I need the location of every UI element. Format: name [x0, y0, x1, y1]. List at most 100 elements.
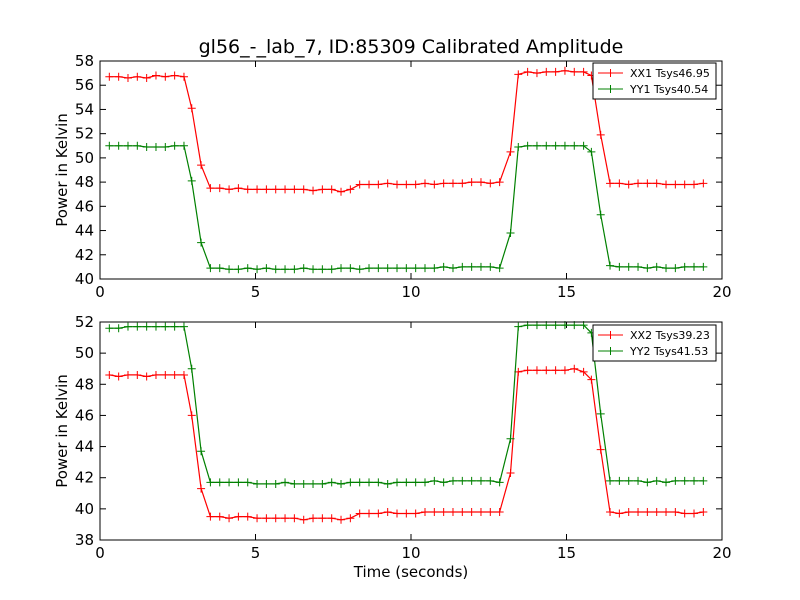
top-point-xx1-27 [355, 180, 364, 189]
top-point-yy1-32 [402, 264, 411, 273]
bottom-point-yy2-58 [643, 478, 652, 487]
top-ytick-label-4: 48 [75, 173, 94, 191]
top-point-xx1-16 [253, 185, 262, 194]
top-point-xx1-29 [374, 180, 383, 189]
top-ytick-label-0: 40 [75, 270, 94, 288]
top-point-yy1-51 [579, 141, 588, 150]
top-point-xx1-47 [542, 67, 551, 76]
bottom-point-xx2-28 [365, 509, 374, 518]
top-point-xx1-49 [560, 66, 569, 75]
top-point-yy1-7 [170, 141, 179, 150]
top-point-yy1-29 [374, 264, 383, 273]
bottom-point-yy2-53 [596, 409, 605, 418]
bottom-ytick-label-7: 52 [75, 313, 94, 331]
top-point-xx1-32 [402, 180, 411, 189]
bottom-point-yy2-59 [652, 476, 661, 485]
top-point-yy1-28 [365, 264, 374, 273]
bottom-point-yy2-19 [281, 478, 290, 487]
top-point-yy1-18 [271, 265, 280, 274]
top-point-yy1-21 [299, 264, 308, 273]
bottom-point-xx2-7 [170, 370, 179, 379]
top-point-xx1-40 [476, 178, 485, 187]
top-point-yy1-47 [542, 141, 551, 150]
bottom-point-yy2-26 [346, 478, 355, 487]
bottom-point-yy2-21 [299, 479, 308, 488]
top-point-yy1-41 [486, 262, 495, 271]
top-point-xx1-23 [318, 185, 327, 194]
bottom-point-xx2-10 [197, 484, 206, 493]
top-point-yy1-44 [514, 142, 523, 151]
bottom-point-xx2-6 [161, 370, 170, 379]
top-point-yy1-10 [197, 238, 206, 247]
bottom-point-xx2-30 [383, 507, 392, 516]
bottom-point-xx2-46 [532, 366, 541, 375]
bottom-point-xx2-3 [133, 370, 142, 379]
top-point-yy1-8 [179, 141, 188, 150]
bottom-point-yy2-37 [448, 476, 457, 485]
bottom-point-yy2-61 [671, 476, 680, 485]
bottom-xtick-label-1: 5 [251, 544, 261, 562]
top-ytick-label-7: 54 [75, 100, 94, 118]
top-ytick-label-6: 52 [75, 125, 94, 143]
top-point-xx1-6 [161, 72, 170, 81]
bottom-point-xx2-64 [699, 507, 708, 516]
bottom-point-xx2-22 [309, 514, 318, 523]
top-point-yy1-3 [133, 141, 142, 150]
top-point-xx1-33 [411, 180, 420, 189]
bottom-point-yy2-35 [430, 476, 439, 485]
top-point-yy1-15 [243, 264, 252, 273]
top-point-xx1-19 [281, 185, 290, 194]
top-point-xx1-36 [439, 179, 448, 188]
top-point-xx1-21 [299, 185, 308, 194]
top-point-xx1-8 [179, 72, 188, 81]
top-point-yy1-6 [161, 142, 170, 151]
bottom-point-yy2-5 [151, 322, 160, 331]
top-point-yy1-12 [215, 264, 224, 273]
top-point-xx1-63 [690, 180, 699, 189]
bottom-point-yy2-24 [327, 478, 336, 487]
bottom-point-xx2-11 [206, 512, 215, 521]
top-point-xx1-13 [225, 185, 234, 194]
bottom-point-yy2-41 [486, 476, 495, 485]
bottom-point-xx2-53 [596, 445, 605, 454]
bottom-point-xx2-13 [225, 514, 234, 523]
bottom-point-yy2-8 [179, 322, 188, 331]
bottom-point-yy2-13 [225, 478, 234, 487]
top-point-yy1-43 [506, 228, 515, 237]
top-point-xx1-42 [495, 178, 504, 187]
top-point-xx1-45 [523, 67, 532, 76]
bottom-point-xx2-1 [114, 372, 123, 381]
top-xtick-label-3: 15 [557, 283, 576, 301]
top-point-yy1-60 [662, 264, 671, 273]
top-point-yy1-13 [225, 265, 234, 274]
top-point-yy1-57 [634, 262, 643, 271]
bottom-point-yy2-57 [634, 476, 643, 485]
bottom-point-xx2-38 [458, 507, 467, 516]
top-point-yy1-37 [448, 264, 457, 273]
bottom-point-xx2-41 [486, 507, 495, 516]
bottom-point-xx2-47 [542, 366, 551, 375]
top-point-yy1-62 [680, 262, 689, 271]
top-point-xx1-43 [506, 147, 515, 156]
top-point-xx1-22 [309, 186, 318, 195]
top-point-yy1-42 [495, 264, 504, 273]
bottom-point-xx2-43 [506, 469, 515, 478]
bottom-point-yy2-55 [615, 476, 624, 485]
top-point-xx1-26 [346, 185, 355, 194]
bottom-point-xx2-8 [179, 370, 188, 379]
bottom-point-xx2-20 [290, 514, 299, 523]
top-point-xx1-10 [197, 161, 206, 170]
bottom-point-yy2-56 [624, 476, 633, 485]
bottom-ytick-label-4: 46 [75, 406, 94, 424]
top-point-xx1-35 [430, 180, 439, 189]
bottom-point-yy2-43 [506, 434, 515, 443]
top-point-xx1-4 [142, 73, 151, 82]
top-point-xx1-61 [671, 180, 680, 189]
bottom-point-yy2-17 [262, 479, 271, 488]
bottom-xtick-label-3: 15 [557, 544, 576, 562]
bottom-point-yy2-33 [411, 478, 420, 487]
bottom-point-xx2-24 [327, 514, 336, 523]
bottom-point-yy2-63 [690, 476, 699, 485]
